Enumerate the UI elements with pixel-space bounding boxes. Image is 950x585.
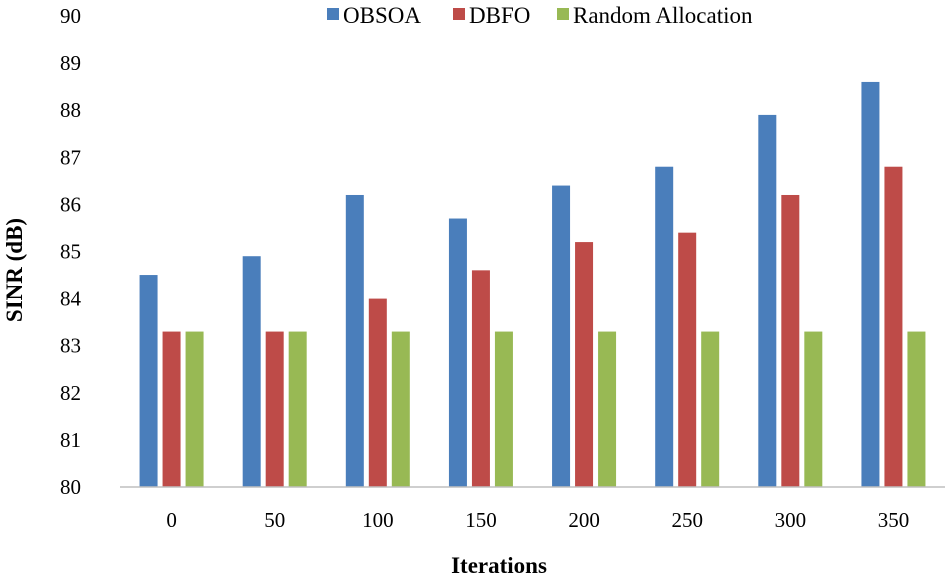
bar-random-allocation-150 (494, 331, 513, 487)
legend-label: Random Allocation (573, 3, 753, 28)
x-tick-label: 200 (568, 508, 600, 532)
bar-obsoa-150 (448, 218, 467, 487)
legend-item-obsoa: OBSOA (327, 3, 421, 28)
bar-random-allocation-200 (598, 331, 617, 487)
bar-random-allocation-350 (907, 331, 926, 487)
bar-obsoa-300 (758, 114, 777, 487)
legend-label: OBSOA (343, 3, 421, 28)
y-tick-labels: 80 81 82 83 84 85 86 87 88 89 90 (60, 4, 82, 499)
bar-dbfo-200 (575, 242, 594, 487)
bar-random-allocation-50 (288, 331, 307, 487)
y-axis-title: SINR (dB) (2, 218, 27, 322)
y-tick-label: 84 (60, 287, 82, 311)
bar-random-allocation-100 (391, 331, 410, 487)
bar-obsoa-200 (552, 185, 571, 487)
x-tick-label: 100 (362, 508, 394, 532)
bar-dbfo-150 (471, 270, 490, 487)
y-tick-label: 86 (60, 192, 81, 216)
x-axis-title: Iterations (451, 553, 547, 578)
legend: OBSOA DBFO Random Allocation (327, 3, 753, 28)
legend-item-dbfo: DBFO (453, 3, 530, 28)
y-tick-label: 90 (60, 4, 81, 28)
x-tick-label: 300 (775, 508, 807, 532)
legend-swatch (453, 8, 465, 20)
y-tick-label: 81 (60, 428, 81, 452)
bar-obsoa-0 (139, 275, 158, 487)
bar-obsoa-50 (242, 256, 261, 487)
x-tick-labels: 0 50 100 150 200 250 300 350 (166, 508, 909, 532)
y-tick-label: 83 (60, 334, 81, 358)
bar-obsoa-100 (345, 194, 364, 488)
y-tick-label: 88 (60, 98, 81, 122)
y-tick-label: 87 (60, 145, 81, 169)
bar-obsoa-250 (655, 166, 674, 487)
bar-dbfo-50 (265, 331, 284, 487)
bar-obsoa-350 (861, 81, 880, 487)
x-tick-label: 0 (166, 508, 177, 532)
y-tick-label: 89 (60, 51, 81, 75)
y-tick-label: 85 (60, 240, 81, 264)
bar-dbfo-100 (368, 298, 387, 487)
legend-label: DBFO (469, 3, 530, 28)
bar-random-allocation-300 (804, 331, 823, 487)
bar-random-allocation-250 (701, 331, 720, 487)
x-tick-label: 250 (671, 508, 703, 532)
bar-dbfo-250 (678, 232, 697, 487)
bar-dbfo-350 (884, 166, 903, 487)
bar-dbfo-300 (781, 194, 800, 488)
legend-item-random-allocation: Random Allocation (557, 3, 753, 28)
legend-swatch (327, 8, 339, 20)
x-tick-label: 350 (878, 508, 910, 532)
x-tick-label: 50 (264, 508, 285, 532)
bar-dbfo-0 (162, 331, 181, 487)
x-tick-label: 150 (465, 508, 497, 532)
y-tick-label: 82 (60, 381, 81, 405)
y-tick-label: 80 (60, 475, 81, 499)
bar-random-allocation-0 (185, 331, 204, 487)
bars-layer (139, 81, 926, 488)
legend-swatch (557, 8, 569, 20)
